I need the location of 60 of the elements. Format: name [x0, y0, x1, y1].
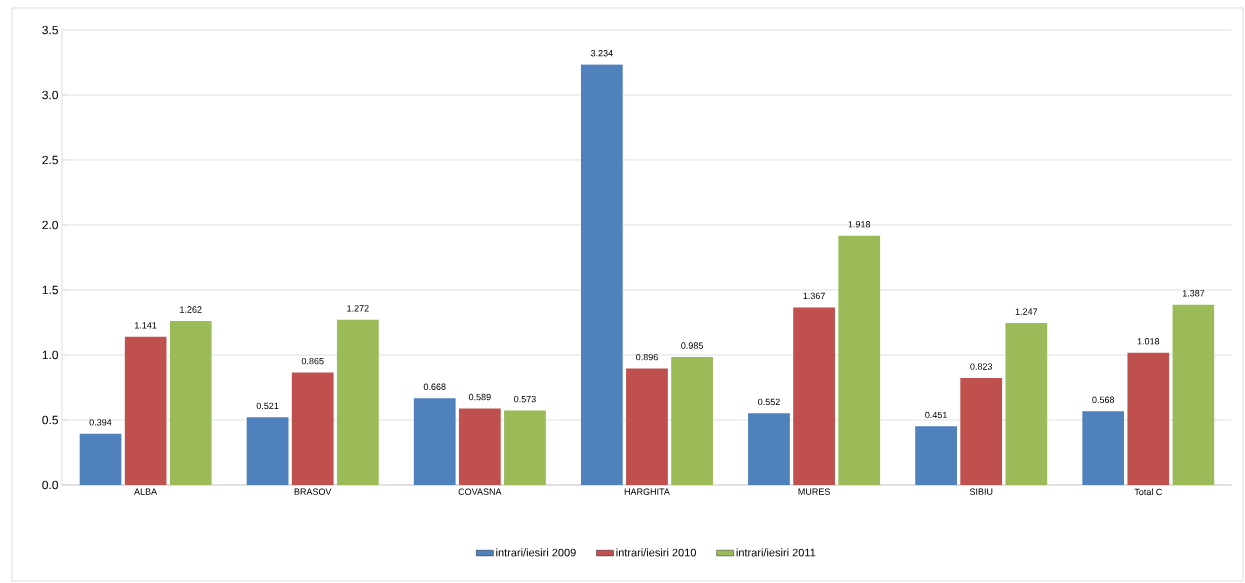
- data-label: 1.247: [1015, 308, 1038, 315]
- bar: [793, 307, 835, 485]
- data-label: 0.896: [636, 353, 658, 361]
- bar: [246, 417, 289, 485]
- bar: [1082, 411, 1125, 485]
- y-tick-label: 2.0: [42, 220, 59, 230]
- legend-label: intrari/iesiri 2011: [736, 548, 816, 557]
- data-label: 0.451: [925, 411, 947, 419]
- data-label: 0.668: [423, 383, 446, 390]
- x-tick-label: HARGHITA: [624, 488, 670, 495]
- data-label: 1.367: [803, 292, 825, 300]
- y-tick-label: 3.5: [42, 25, 58, 35]
- data-label: 0.573: [514, 395, 536, 403]
- x-tick-label: MURES: [798, 488, 830, 495]
- data-label: 0.552: [758, 398, 780, 406]
- bar: [626, 368, 668, 485]
- bar: [838, 235, 881, 485]
- bar: [413, 398, 456, 485]
- bar: [124, 336, 167, 485]
- y-tick-label: 3.0: [42, 90, 59, 100]
- data-label: 1.141: [135, 322, 157, 329]
- y-tick-label: 0.5: [42, 415, 58, 425]
- x-tick-label: BRASOV: [294, 488, 332, 495]
- bar: [458, 408, 501, 485]
- data-label: 1.262: [180, 306, 202, 313]
- bar: [504, 410, 546, 485]
- bar: [169, 320, 212, 485]
- bar: [79, 433, 122, 485]
- bar: [336, 319, 379, 485]
- bar: [915, 426, 957, 485]
- y-tick-label: 2.5: [42, 155, 58, 165]
- data-label: 1.387: [1182, 290, 1205, 297]
- data-label: 0.985: [681, 342, 703, 349]
- data-label: 0.589: [468, 393, 491, 401]
- bar: [291, 372, 334, 485]
- legend-label: intrari/iesiri 2009: [496, 548, 576, 557]
- data-label: 0.823: [970, 363, 993, 370]
- data-label: 1.018: [1137, 338, 1160, 345]
- bar: [580, 64, 623, 485]
- data-label: 0.394: [89, 419, 112, 426]
- data-label: 0.865: [301, 357, 324, 365]
- bar: [1172, 304, 1215, 485]
- x-tick-label: ALBA: [134, 488, 158, 495]
- data-label: 1.918: [848, 221, 871, 228]
- y-tick-label: 0.0: [42, 480, 59, 490]
- x-tick-label: COVASNA: [458, 488, 502, 495]
- data-label: 1.272: [347, 305, 369, 312]
- bar: [960, 378, 1003, 485]
- x-tick-label: SIBIU: [969, 488, 993, 495]
- bar: [748, 413, 790, 485]
- data-label: 0.521: [256, 402, 279, 410]
- data-label: 0.568: [1092, 396, 1115, 403]
- x-tick-label: Total C: [1134, 488, 1162, 496]
- bar: [1127, 352, 1170, 485]
- data-label: 3.234: [590, 50, 613, 57]
- y-tick-label: 1.0: [42, 350, 59, 360]
- y-tick-label: 1.5: [42, 285, 58, 295]
- legend-label: intrari/iesiri 2010: [616, 548, 696, 557]
- bar: [671, 356, 713, 485]
- bar: [1005, 322, 1048, 485]
